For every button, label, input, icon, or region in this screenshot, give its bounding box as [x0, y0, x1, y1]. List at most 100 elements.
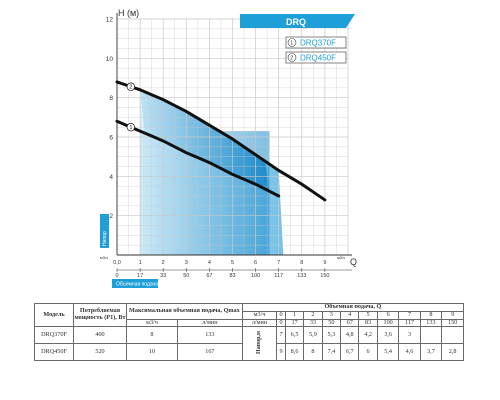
flow-lmin-0: 0 [276, 318, 286, 328]
fill-area-layer [140, 89, 284, 255]
head-side-label: Напор,м [256, 331, 263, 355]
flow-m3h-2: 2 [303, 310, 323, 320]
row2-head-0: 9 [276, 343, 286, 362]
flow-lmin-2: 33 [303, 318, 323, 328]
x-tick-label: 3 [185, 260, 188, 266]
unit-lmin-label: л/мин [241, 318, 278, 328]
flow-m3h-3: 3 [321, 310, 342, 320]
flow-lmin-4: 67 [340, 318, 360, 328]
legend-marker-2 [287, 53, 297, 62]
flow-lmin-6: 100 [376, 318, 400, 328]
row1-head-1: 6,5 [284, 326, 305, 345]
x-axis-title: Q [350, 257, 357, 267]
table-header-row-1: Модель Потребляемая мощность (P1), Вт Ма… [34, 302, 465, 328]
col-model-header: Модель [34, 302, 74, 328]
legend-label-1: DRQ370F [300, 39, 336, 48]
x-tick-label: 2 [162, 260, 165, 266]
series-marker-DRQ370F [126, 123, 136, 132]
side-label-badge [100, 214, 109, 248]
row2-head-8: 3,7 [419, 343, 443, 362]
x-secondary-label: Объемная подача [116, 282, 158, 288]
flow-lmin-5: 83 [358, 318, 378, 328]
y-unit-label: м3/ч [100, 255, 108, 260]
spec-table: Модель Потребляемая мощность (P1), Вт Ма… [34, 302, 465, 362]
flow-m3h-1: 1 [284, 310, 305, 320]
qmax-unit-m3h: м3/ч [126, 318, 178, 328]
series-line-DRQ450F [115, 80, 327, 202]
col-power-header: Потребляемая мощность (P1), Вт [73, 302, 127, 328]
x-tick-label: 7 [277, 260, 280, 266]
row2-head-2: 8 [303, 343, 323, 362]
x-tick-label: 5 [231, 260, 234, 266]
row1-qmax-lmin: 133 [176, 326, 243, 345]
x-secondary-tick-label: 33 [160, 273, 166, 279]
series-marker-label-DRQ450F: 2 [129, 85, 132, 91]
legend-box-2 [285, 51, 347, 64]
x-tick-label: 1 [139, 260, 142, 266]
x-secondary-tick-label: 83 [229, 273, 235, 279]
flow-lmin-8: 133 [419, 318, 443, 328]
row1-head-9 [441, 326, 464, 345]
flow-m3h-7: 7 [398, 310, 421, 320]
x-unit-label: м3/ч [337, 255, 345, 260]
row1-power: 400 [73, 326, 127, 345]
series-marker-label-DRQ370F: 1 [129, 125, 132, 131]
legend-marker-2-label: 2 [290, 56, 293, 62]
qmax-unit-lmin: л/мин [176, 318, 243, 328]
x-tick-label: 6 [254, 260, 257, 266]
y-tick-label: 6 [109, 135, 113, 142]
curve-layer: 12 [115, 80, 327, 202]
row1-head-7: 3 [398, 326, 421, 345]
flow-lmin-9: 150 [441, 318, 464, 328]
y-tick-label: 2 [109, 213, 113, 220]
table-header-row-2: м3/ч 0 1 2 3 4 5 6 7 8 9 [35, 310, 464, 320]
row1-head-0: 7 [276, 326, 286, 345]
x-tick-label: 0,0 [113, 260, 121, 266]
x-secondary-tick-label: 100 [251, 273, 260, 279]
row1-head-3: 5,3 [321, 326, 342, 345]
grid-layer [116, 18, 349, 256]
legend-box-1 [285, 36, 347, 49]
y-tick-label: 8 [109, 95, 113, 102]
series-marker-DRQ450F [126, 82, 136, 91]
flow-m3h-4: 4 [340, 310, 360, 320]
col-qmax-header: Максимальная объемная подача, Qmax [126, 303, 243, 320]
table-row: DRQ370F 400 8 133 Напор,м 7 6,5 5,9 5,3 … [34, 326, 464, 362]
x-tick-label: 8 [300, 260, 303, 266]
series-line-DRQ370F [115, 119, 281, 198]
row2-head-9: 2,8 [441, 343, 464, 362]
flow-lmin-1: 17 [284, 318, 305, 328]
flow-m3h-9: 9 [441, 310, 464, 320]
legend: 1 DRQ370F 2 DRQ450F [285, 36, 347, 64]
area-fill-base [140, 131, 270, 255]
legend-marker-1 [287, 38, 297, 47]
row1-qmax-m3h: 8 [126, 326, 178, 345]
x-tick-label: 4 [208, 260, 211, 266]
x-secondary-tick-label: 133 [297, 273, 306, 279]
row2-head-4: 6,7 [340, 343, 360, 362]
x-secondary-tick-label: 67 [206, 273, 212, 279]
legend-label-2: DRQ450F [300, 54, 336, 63]
row2-head-7: 4,6 [398, 343, 421, 362]
y-tick-label: 4 [109, 174, 113, 181]
y-axis-title: H (м) [118, 8, 139, 18]
row2-qmax-lmin: 167 [176, 343, 243, 362]
row1-head-4: 4,8 [340, 326, 360, 345]
flow-lmin-3: 50 [321, 318, 342, 328]
table-row: DRQ450F 520 10 167 9 8,6 8 7,4 6,7 6 5,4… [34, 343, 464, 362]
x-tick-label: 9 [323, 260, 326, 266]
x-secondary-tick-label: 150 [320, 273, 329, 279]
y-tick-label: 10 [106, 56, 114, 63]
row2-head-3: 7,4 [321, 343, 342, 362]
x-secondary-tick-label: 117 [274, 273, 283, 279]
row1-head-2: 5,9 [303, 326, 323, 345]
flow-m3h-8: 8 [419, 310, 443, 320]
row2-power: 520 [73, 343, 127, 362]
row2-head-1: 8,6 [284, 343, 305, 362]
row2-model: DRQ450F [34, 343, 74, 362]
row1-model: DRQ370F [34, 326, 74, 345]
flow-m3h-5: 5 [358, 310, 378, 320]
banner-shape [240, 14, 355, 28]
